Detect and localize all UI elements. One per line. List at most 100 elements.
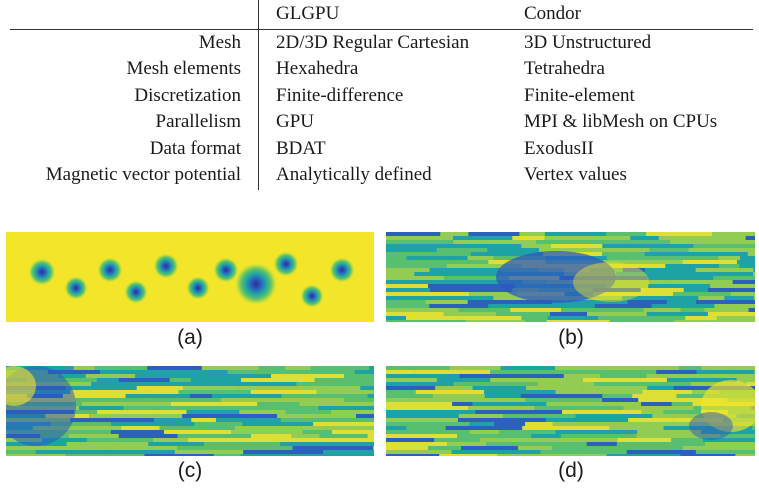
phase-stripe [594, 240, 626, 244]
phase-stripe [251, 414, 278, 418]
phase-stripe [547, 316, 598, 320]
phase-stripe [638, 398, 728, 402]
phase-stripe [132, 382, 216, 386]
phase-stripe [682, 446, 755, 450]
phase-stripe [503, 414, 576, 418]
phase-stripe [487, 248, 539, 252]
phase-stripe [461, 446, 518, 450]
row-label: Magnetic vector potential [45, 164, 241, 185]
phase-stripe [110, 386, 137, 390]
phase-stripe [50, 422, 112, 426]
phase-stripe [436, 378, 491, 382]
phase-stripe [386, 410, 476, 414]
phase-stripe [386, 232, 441, 236]
phase-stripe [718, 256, 741, 260]
phase-stripe [314, 378, 374, 382]
phase-stripe [323, 386, 361, 390]
phase-stripe [517, 446, 553, 450]
phase-stripe [531, 434, 561, 438]
phase-stripe [707, 312, 755, 316]
phase-stripe [344, 398, 374, 402]
phase-stripe [458, 308, 511, 312]
phase-stripe [327, 426, 374, 430]
phase-stripe [386, 284, 429, 288]
phase-stripe [712, 232, 755, 236]
phase-stripe [386, 394, 433, 398]
vortex-spot [234, 262, 278, 306]
phase-stripe [737, 260, 755, 264]
phase-stripe [753, 268, 755, 272]
phase-stripe [147, 366, 202, 370]
phase-stripe [301, 426, 328, 430]
phase-stripe [683, 288, 709, 292]
phase-stripe [594, 304, 652, 308]
phase-stripe [643, 308, 681, 312]
phase-stripe [467, 256, 494, 260]
phase-stripe [594, 382, 622, 386]
phase-stripe [429, 304, 489, 308]
phase-stripe [708, 288, 755, 292]
phase-stripe [613, 446, 683, 450]
vortex-spot [124, 280, 148, 304]
phase-stripe [257, 402, 300, 406]
phase-stripe [75, 398, 105, 402]
phase-stripe [602, 398, 639, 402]
phase-stripe [241, 406, 319, 410]
phase-stripe [701, 366, 755, 370]
phase-stripe [118, 434, 178, 438]
row-label: Mesh [198, 32, 241, 53]
phase-stripe [468, 406, 535, 410]
panel-b-phase-field [386, 232, 755, 322]
phase-stripe [452, 402, 473, 406]
caption-a: (a) [177, 326, 203, 349]
phase-stripe [621, 382, 657, 386]
phase-stripe [468, 232, 520, 236]
phase-stripe [543, 370, 630, 374]
phase-stripe [637, 430, 702, 434]
phase-stripe [240, 454, 326, 456]
phase-stripe [6, 450, 36, 454]
cell-condor: Finite-element [524, 85, 635, 106]
phase-stripe [453, 240, 485, 244]
phase-stripe [280, 418, 315, 422]
cell-glgpu: BDAT [276, 138, 326, 159]
phase-stripe [713, 276, 755, 280]
phase-stripe [386, 304, 430, 308]
phase-stripe [752, 426, 755, 430]
phase-stripe [231, 446, 293, 450]
phase-stripe [554, 366, 608, 370]
phase-stripe [74, 410, 98, 414]
phase-stripe [428, 284, 516, 288]
phase-stripe [66, 386, 111, 390]
phase-stripe [606, 232, 647, 236]
cell-condor: Tetrahedra [524, 58, 605, 79]
phase-stripe [386, 422, 470, 426]
phase-stripe [337, 390, 374, 394]
vortex-spot [153, 253, 179, 279]
phase-stripe [457, 296, 494, 300]
phase-stripe [458, 414, 504, 418]
phase-stripe [519, 232, 545, 236]
phase-stripe [484, 394, 521, 398]
phase-stripe [121, 426, 160, 430]
phase-stripe [432, 394, 485, 398]
phase-stripe [740, 304, 755, 308]
phase-stripe [70, 390, 150, 394]
phase-stripe [111, 422, 195, 426]
phase-stripe [457, 418, 489, 422]
phase-stripe [73, 366, 95, 370]
phase-stripe [386, 288, 431, 292]
phase-stripe [220, 398, 309, 402]
phase-stripe [647, 276, 714, 280]
phase-stripe [386, 272, 415, 276]
phase-stripe [201, 366, 259, 370]
phase-stripe [469, 430, 500, 434]
column-header-glgpu: GLGPU [276, 3, 340, 24]
phase-stripe [676, 394, 715, 398]
phase-stripe [439, 454, 465, 456]
phase-stripe [279, 370, 355, 374]
phase-stripe [451, 450, 541, 454]
phase-stripe [435, 386, 473, 390]
row-label: Mesh elements [126, 58, 241, 79]
phase-stripe [636, 434, 720, 438]
